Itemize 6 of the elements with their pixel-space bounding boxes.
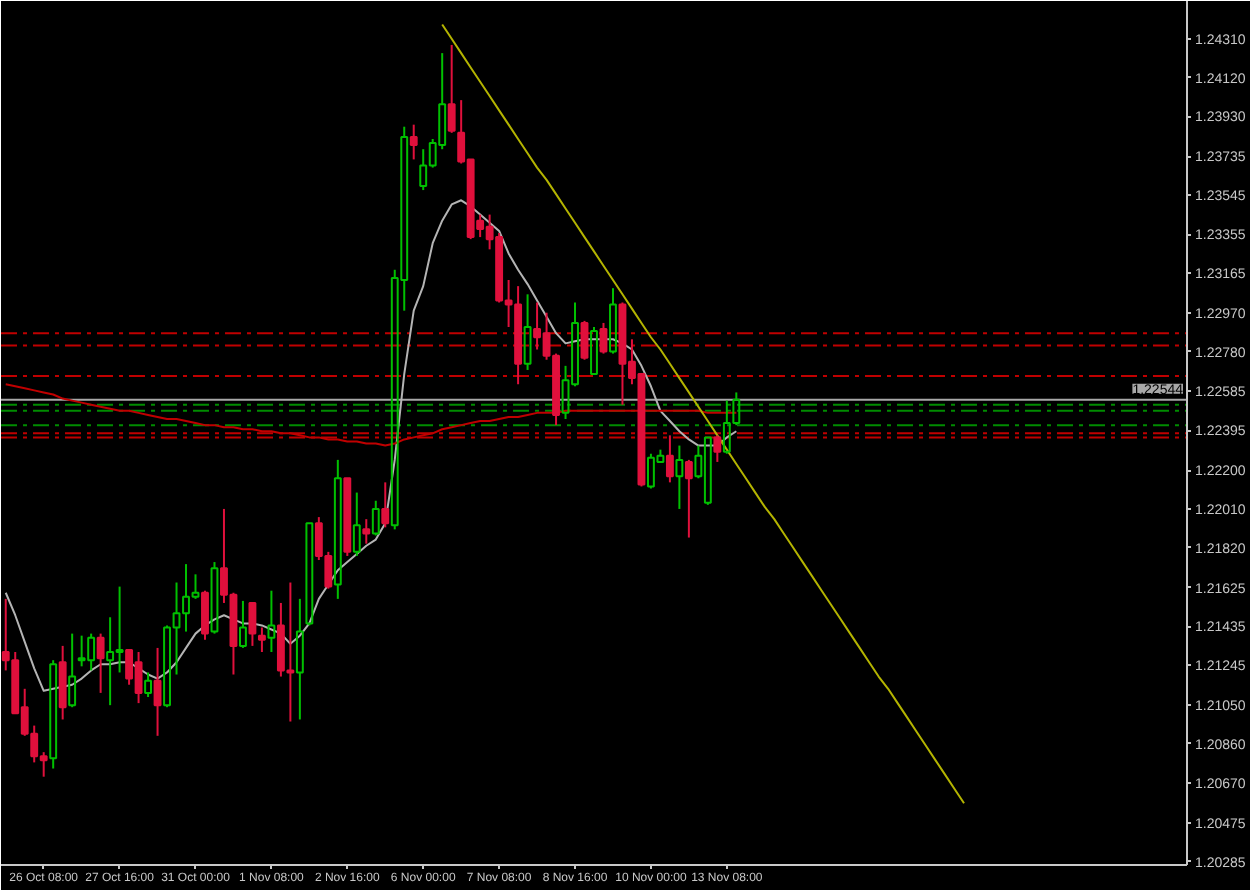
- candlestick: [362, 518, 371, 545]
- line-series: [441, 23, 966, 805]
- candlestick: [675, 444, 684, 510]
- candlestick: [333, 458, 342, 600]
- candlestick: [267, 589, 276, 654]
- candlestick: [295, 597, 304, 721]
